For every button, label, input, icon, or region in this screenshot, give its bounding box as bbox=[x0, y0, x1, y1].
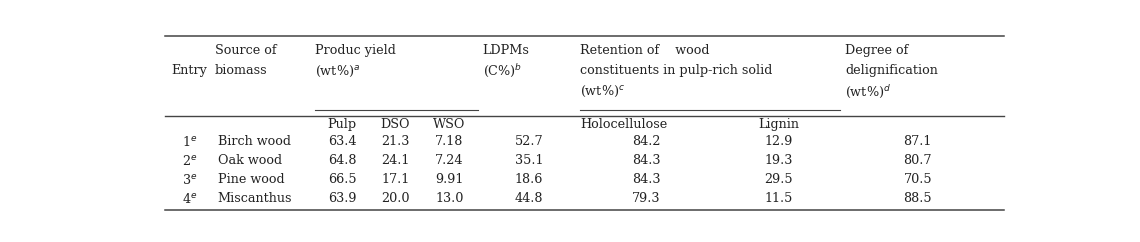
Text: 20.0: 20.0 bbox=[381, 192, 409, 205]
Text: 12.9: 12.9 bbox=[765, 135, 792, 148]
Text: 18.6: 18.6 bbox=[515, 173, 544, 186]
Text: Birch wood: Birch wood bbox=[218, 135, 291, 148]
Text: 87.1: 87.1 bbox=[904, 135, 933, 148]
Text: 80.7: 80.7 bbox=[904, 154, 933, 167]
Text: 7.18: 7.18 bbox=[435, 135, 464, 148]
Text: 64.8: 64.8 bbox=[328, 154, 357, 167]
Text: Lignin: Lignin bbox=[758, 118, 799, 131]
Text: 13.0: 13.0 bbox=[435, 192, 464, 205]
Text: Oak wood: Oak wood bbox=[218, 154, 282, 167]
Text: 88.5: 88.5 bbox=[904, 192, 933, 205]
Text: Pine wood: Pine wood bbox=[218, 173, 284, 186]
Text: DSO: DSO bbox=[381, 118, 410, 131]
Text: 79.3: 79.3 bbox=[632, 192, 660, 205]
Text: 44.8: 44.8 bbox=[515, 192, 544, 205]
Text: (C%)$^b$: (C%)$^b$ bbox=[482, 62, 522, 79]
Text: WSO: WSO bbox=[433, 118, 466, 131]
Text: 4$^e$: 4$^e$ bbox=[181, 192, 197, 206]
Text: 35.1: 35.1 bbox=[515, 154, 544, 167]
Text: 2$^e$: 2$^e$ bbox=[181, 154, 197, 168]
Text: 19.3: 19.3 bbox=[765, 154, 792, 167]
Text: 84.2: 84.2 bbox=[632, 135, 660, 148]
Text: 84.3: 84.3 bbox=[632, 173, 660, 186]
Text: 21.3: 21.3 bbox=[381, 135, 409, 148]
Text: Pulp: Pulp bbox=[327, 118, 357, 131]
Text: Source of: Source of bbox=[215, 44, 277, 57]
Text: 11.5: 11.5 bbox=[765, 192, 792, 205]
Text: 9.91: 9.91 bbox=[435, 173, 464, 186]
Text: delignification: delignification bbox=[845, 64, 938, 77]
Text: (wt%)$^a$: (wt%)$^a$ bbox=[315, 63, 360, 78]
Text: 84.3: 84.3 bbox=[632, 154, 660, 167]
Text: 7.24: 7.24 bbox=[435, 154, 464, 167]
Text: (wt%)$^c$: (wt%)$^c$ bbox=[580, 84, 625, 99]
Text: 29.5: 29.5 bbox=[764, 173, 793, 186]
Text: constituents in pulp-rich solid: constituents in pulp-rich solid bbox=[580, 64, 772, 77]
Text: 17.1: 17.1 bbox=[381, 173, 409, 186]
Text: 52.7: 52.7 bbox=[515, 135, 544, 148]
Text: (wt%)$^d$: (wt%)$^d$ bbox=[845, 83, 890, 100]
Text: 3$^e$: 3$^e$ bbox=[181, 173, 197, 187]
Text: 63.9: 63.9 bbox=[328, 192, 357, 205]
Text: Entry: Entry bbox=[171, 64, 207, 77]
Text: 24.1: 24.1 bbox=[381, 154, 409, 167]
Text: 70.5: 70.5 bbox=[904, 173, 933, 186]
Text: Retention of    wood: Retention of wood bbox=[580, 44, 709, 57]
Text: biomass: biomass bbox=[215, 64, 268, 77]
Text: Miscanthus: Miscanthus bbox=[218, 192, 292, 205]
Text: Produc yield: Produc yield bbox=[315, 44, 396, 57]
Text: 66.5: 66.5 bbox=[328, 173, 357, 186]
Text: Holocellulose: Holocellulose bbox=[580, 118, 667, 131]
Text: LDPMs: LDPMs bbox=[482, 44, 529, 57]
Text: 1$^e$: 1$^e$ bbox=[181, 135, 197, 149]
Text: 63.4: 63.4 bbox=[328, 135, 357, 148]
Text: Degree of: Degree of bbox=[845, 44, 909, 57]
